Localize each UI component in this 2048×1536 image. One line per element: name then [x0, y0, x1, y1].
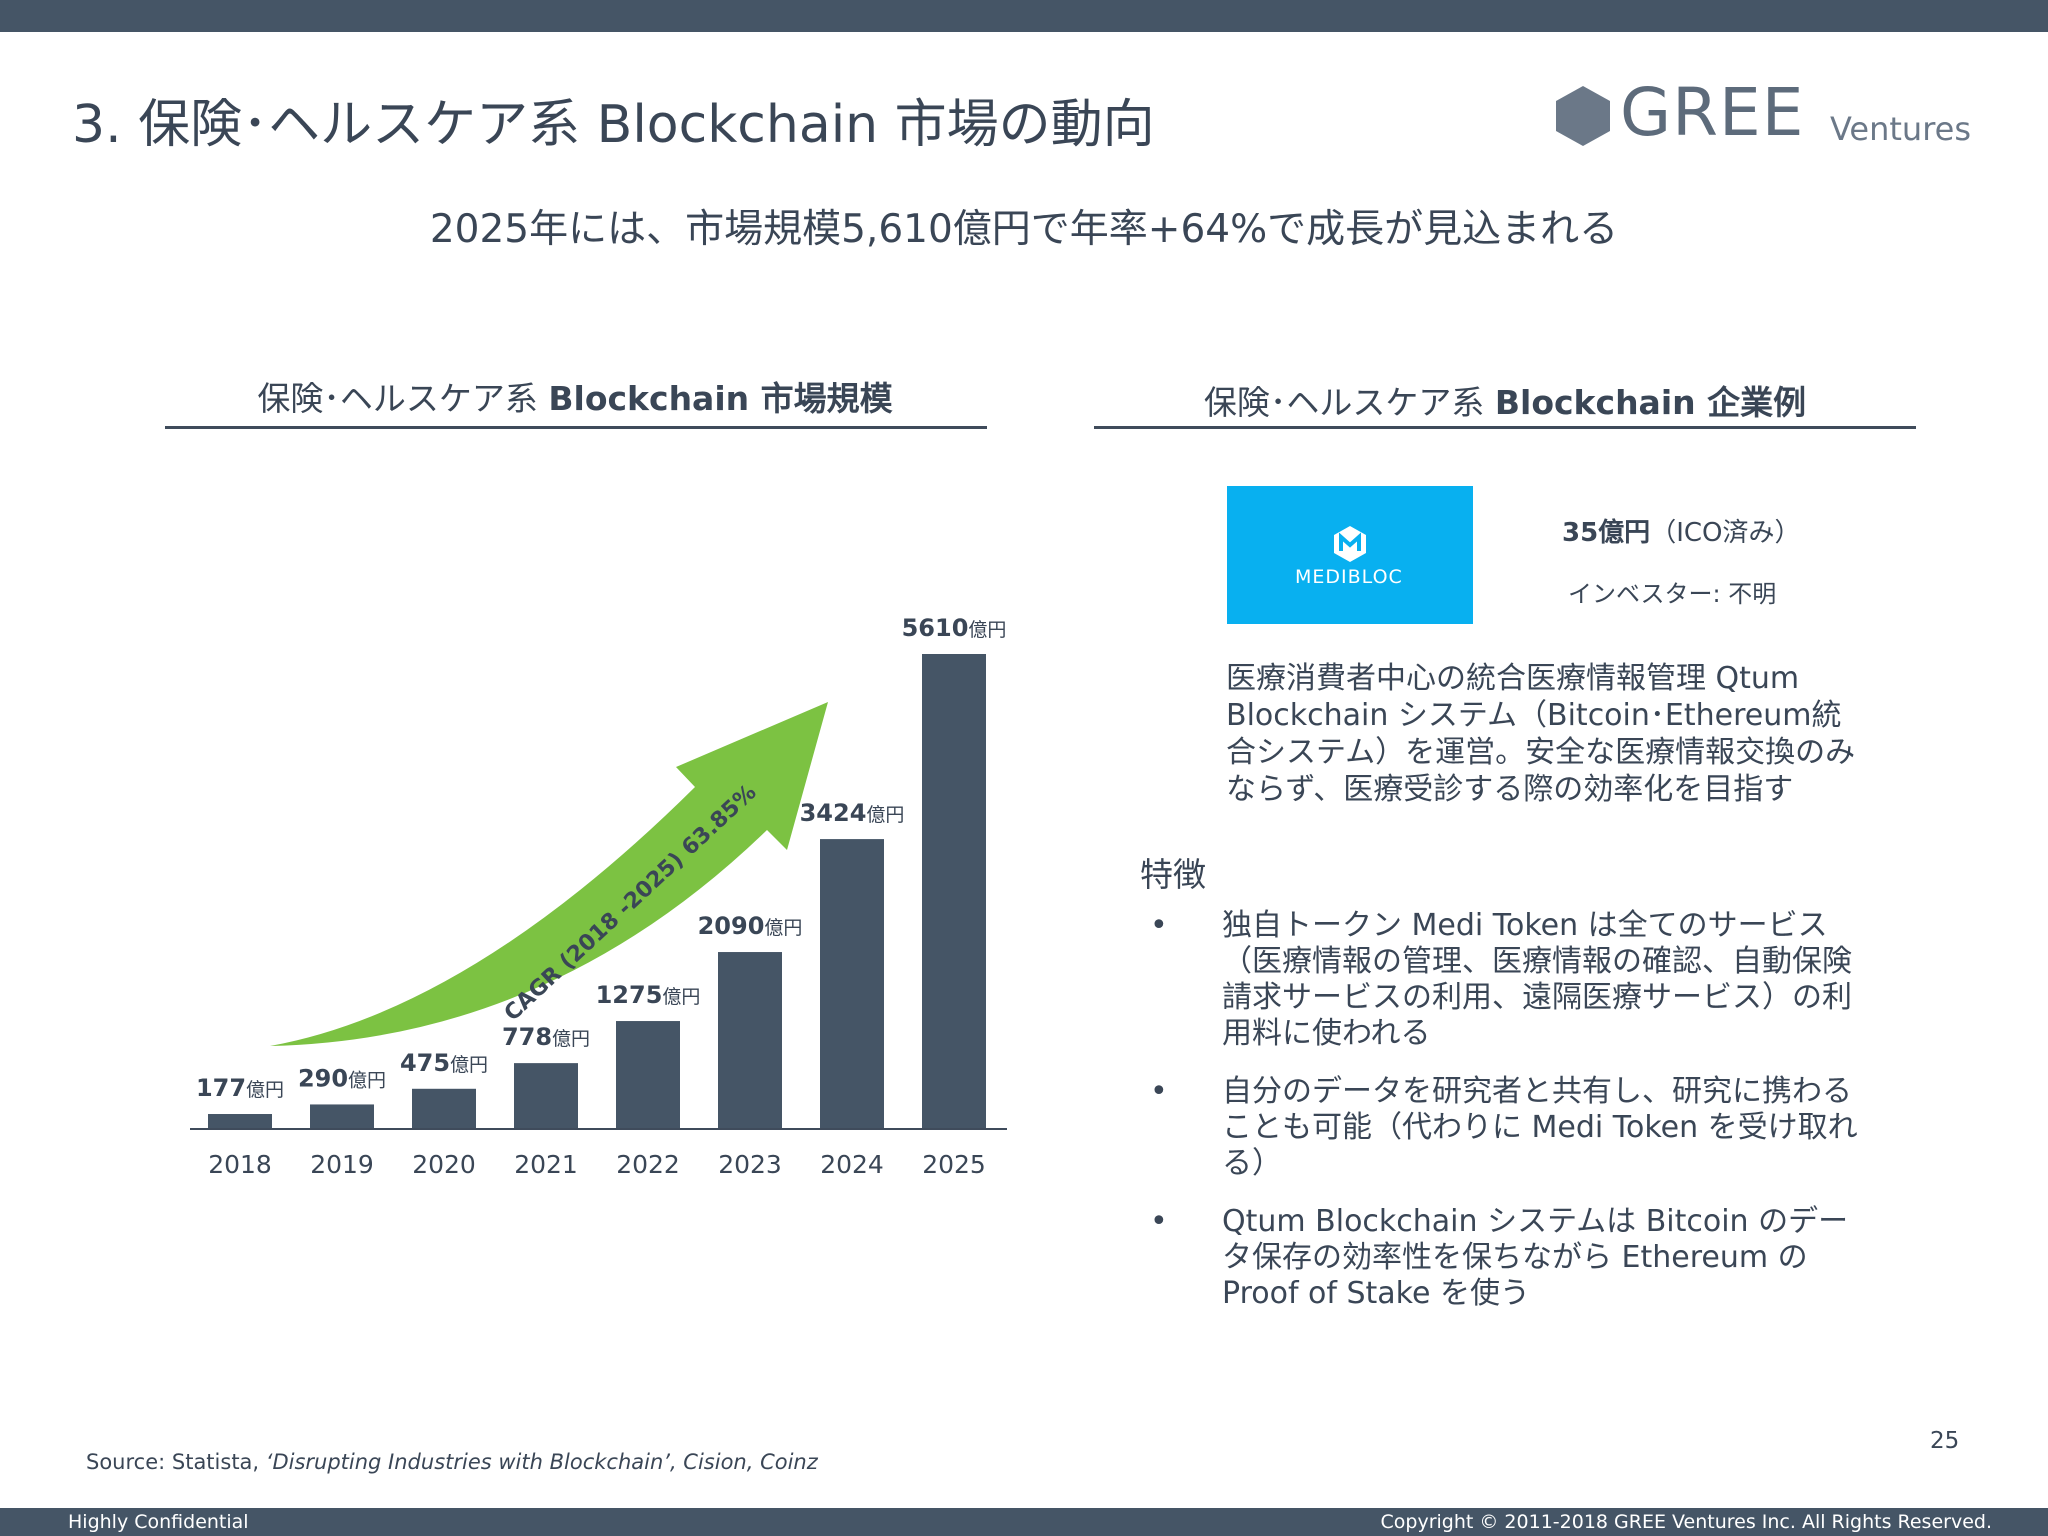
bullet-icon: •: [1150, 1204, 1168, 1239]
bar-2019: [310, 1104, 374, 1129]
data-label-2020: 475億円: [400, 1049, 488, 1077]
x-tick-label-2022: 2022: [616, 1150, 680, 1179]
company-example-header-prefix: 保険･ヘルスケア系: [1203, 383, 1495, 422]
x-tick-label-2025: 2025: [922, 1150, 986, 1179]
footer-bar: Highly Confidential Copyright © 2011-201…: [0, 1508, 2048, 1536]
cagr-arrow: [270, 702, 828, 1046]
bar-2021: [514, 1063, 578, 1129]
market-size-header-prefix: 保険･ヘルスケア系: [257, 379, 549, 418]
bar-2020: [412, 1088, 476, 1129]
page-title: 3. 保険･ヘルスケア系 Blockchain 市場の動向: [72, 95, 1155, 155]
list-item: • 独自トークン Medi Token は全てのサービス（医療情報の管理、医療情報…: [1150, 908, 1860, 1052]
investor-info: インベスター: 不明: [1568, 580, 1777, 608]
copyright-text: Copyright © 2011-2018 GREE Ventures Inc.…: [1380, 1511, 1992, 1533]
features-list: • 独自トークン Medi Token は全てのサービス（医療情報の管理、医療情報…: [1150, 908, 1860, 1334]
data-label-2019: 290億円: [298, 1064, 386, 1092]
confidential-label: Highly Confidential: [68, 1511, 249, 1533]
company-description: 医療消費者中心の統合医療情報管理 Qtum Blockchain システム（Bi…: [1226, 661, 1856, 807]
bullet-icon: •: [1150, 1074, 1168, 1109]
medibloc-logo-text: MEDIBLOC: [1295, 566, 1403, 588]
x-tick-label-2018: 2018: [208, 1150, 272, 1179]
data-label-2025: 5610億円: [902, 614, 1007, 642]
source-italic: ‘Disrupting Industries with Blockchain’,…: [265, 1450, 818, 1474]
funding-amount-note: （ICO済み）: [1650, 518, 1801, 548]
features-heading: 特徴: [1140, 855, 1206, 894]
list-item: • 自分のデータを研究者と共有し、研究に携わることも可能（代わりに Medi To…: [1150, 1074, 1860, 1182]
feature-text: Qtum Blockchain システムは Bitcoin のデータ保存の効率性…: [1222, 1204, 1849, 1311]
gree-ventures-logo: GREE Ventures: [1548, 74, 1988, 154]
data-label-2022: 1275億円: [596, 981, 701, 1009]
company-example-header-bold: Blockchain 企業例: [1494, 383, 1807, 422]
funding-amount: 35億円（ICO済み）: [1562, 512, 1800, 549]
x-tick-label-2021: 2021: [514, 1150, 578, 1179]
logo-subtitle: Ventures: [1830, 110, 1972, 148]
feature-text: 自分のデータを研究者と共有し、研究に携わることも可能（代わりに Medi Tok…: [1222, 1074, 1858, 1181]
x-tick-label-2020: 2020: [412, 1150, 476, 1179]
market-size-header-rule: [165, 426, 987, 429]
slide-subtitle: 2025年には、市場規模5,610億円で年率+64%で成長が見込まれる: [429, 207, 1619, 252]
source-prefix: Source: Statista,: [86, 1450, 266, 1474]
bar-2022: [616, 1021, 680, 1129]
bar-2023: [718, 952, 782, 1129]
bullet-icon: •: [1150, 908, 1168, 943]
data-label-2018: 177億円: [196, 1074, 284, 1102]
data-label-2021: 778億円: [502, 1023, 590, 1051]
bar-2024: [820, 839, 884, 1129]
medibloc-m-icon: [1334, 526, 1366, 562]
market-size-bar-chart: CAGR (2018 -2025) 63.85% 177億円2018290億円2…: [190, 614, 1007, 1179]
company-example-header: 保険･ヘルスケア系 Blockchain 企業例: [1094, 376, 1916, 424]
data-label-2023: 2090億円: [698, 912, 803, 940]
bar-2018: [208, 1114, 272, 1129]
list-item: • Qtum Blockchain システムは Bitcoin のデータ保存の効率…: [1150, 1204, 1860, 1312]
market-size-header: 保険･ヘルスケア系 Blockchain 市場規模: [165, 372, 985, 420]
source-note: Source: Statista, ‘Disrupting Industries…: [86, 1450, 818, 1474]
medibloc-logo: MEDIBLOC: [1227, 486, 1473, 624]
x-tick-label-2023: 2023: [718, 1150, 782, 1179]
feature-text: 独自トークン Medi Token は全てのサービス（医療情報の管理、医療情報の…: [1222, 908, 1852, 1051]
hexagon-logo-icon: [1556, 86, 1610, 146]
logo-wordmark: GREE: [1620, 74, 1805, 151]
x-tick-label-2024: 2024: [820, 1150, 884, 1179]
funding-amount-value: 35億円: [1562, 518, 1651, 548]
market-size-header-bold: Blockchain 市場規模: [548, 379, 893, 418]
company-example-header-rule: [1094, 426, 1916, 429]
data-label-2024: 3424億円: [800, 799, 905, 827]
top-bar: [0, 0, 2048, 32]
bar-2025: [922, 654, 986, 1129]
page-number: 25: [1930, 1428, 1960, 1454]
x-tick-label-2019: 2019: [310, 1150, 374, 1179]
